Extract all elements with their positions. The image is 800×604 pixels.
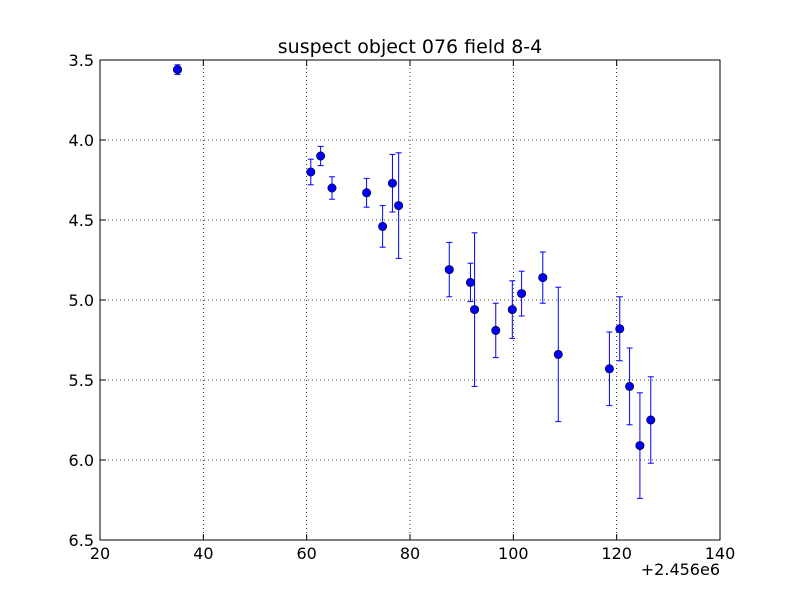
data-point bbox=[394, 201, 404, 211]
data-point bbox=[646, 415, 656, 425]
data-point bbox=[615, 324, 625, 334]
data-point bbox=[444, 265, 454, 275]
data-point bbox=[327, 183, 337, 193]
point-layer bbox=[173, 65, 656, 451]
data-point bbox=[378, 221, 388, 231]
y-tick-label: 4.5 bbox=[69, 211, 94, 230]
y-tick-label: 5.0 bbox=[69, 291, 94, 310]
x-tick-label: 80 bbox=[400, 544, 420, 563]
grid-layer bbox=[100, 60, 720, 540]
data-point bbox=[491, 325, 501, 335]
data-point bbox=[387, 178, 397, 188]
data-point bbox=[635, 441, 645, 451]
x-tick-label: 60 bbox=[296, 544, 316, 563]
data-point bbox=[465, 277, 475, 287]
data-point bbox=[470, 305, 480, 315]
y-tick-label: 6.0 bbox=[69, 451, 94, 470]
x-tick-label: 120 bbox=[601, 544, 632, 563]
data-point bbox=[538, 273, 548, 283]
data-point bbox=[604, 364, 614, 374]
x-tick-label: 100 bbox=[498, 544, 529, 563]
data-point bbox=[507, 305, 517, 315]
y-tick-label: 4.0 bbox=[69, 131, 94, 150]
x-tick-label: 140 bbox=[705, 544, 736, 563]
tick-layer bbox=[99, 59, 721, 541]
data-point bbox=[173, 65, 183, 75]
data-point bbox=[306, 167, 316, 177]
x-tick-label: 40 bbox=[193, 544, 213, 563]
y-tick-label: 3.5 bbox=[69, 51, 94, 70]
y-tick-label: 5.5 bbox=[69, 371, 94, 390]
data-point bbox=[362, 188, 372, 198]
data-point bbox=[517, 289, 527, 299]
chart-title: suspect object 076 field 8-4 bbox=[278, 36, 543, 58]
y-tick-label: 6.5 bbox=[69, 531, 94, 550]
x-tick-label: 20 bbox=[90, 544, 110, 563]
x-offset-label: +2.456e6 bbox=[641, 560, 720, 579]
tick-label-layer: 20 40 60 80 100 120 140 3.5 4.0 4.5 5.0 5.5 6.0 6.5 bbox=[69, 51, 736, 563]
data-point bbox=[316, 151, 326, 161]
data-point bbox=[625, 381, 635, 391]
data-point bbox=[553, 349, 563, 359]
